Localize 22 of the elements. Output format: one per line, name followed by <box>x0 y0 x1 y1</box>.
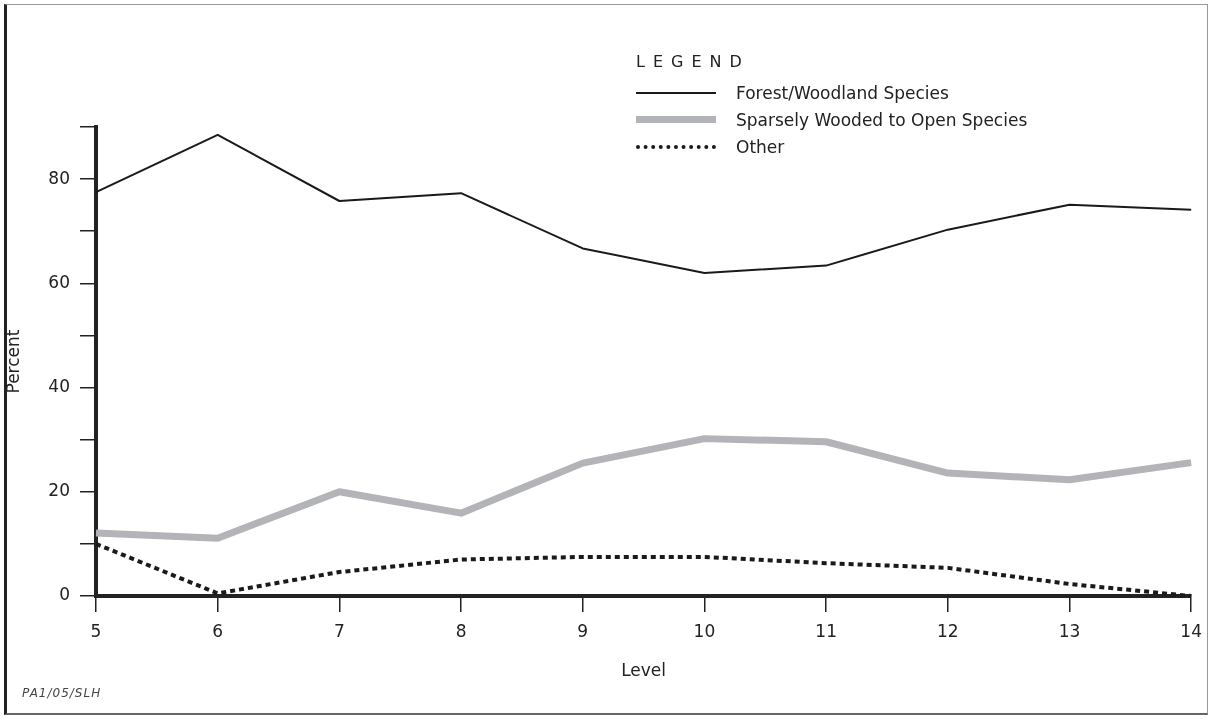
y-tick-label: 20 <box>48 480 70 501</box>
y-tick-label: 0 <box>59 584 70 605</box>
x-tick-label: 9 <box>577 620 589 641</box>
text: PA1/05/SLH <box>22 686 102 700</box>
x-tick-label: 5 <box>90 620 102 641</box>
x-tick-label: 10 <box>693 620 716 641</box>
y-tick-label: 40 <box>48 375 70 396</box>
x-tick-label: 13 <box>1058 620 1081 641</box>
legend-label: Other <box>736 136 785 157</box>
legend-label: Forest/Woodland Species <box>736 82 949 103</box>
x-tick-label: 12 <box>936 620 959 641</box>
y-axis-title: Percent <box>2 329 23 394</box>
y-tick-label: 60 <box>48 271 70 292</box>
y-tick-label: 80 <box>48 167 70 188</box>
x-tick-label: 11 <box>815 620 837 641</box>
x-tick-label: 14 <box>1180 620 1202 641</box>
legend-label: Sparsely Wooded to Open Species <box>736 109 1028 130</box>
x-tick-label: 8 <box>455 620 467 641</box>
legend-title: LEGEND <box>636 52 751 71</box>
x-tick-label: 6 <box>212 620 224 641</box>
x-tick-label: 7 <box>333 620 345 641</box>
x-axis-title: Level <box>621 660 667 681</box>
